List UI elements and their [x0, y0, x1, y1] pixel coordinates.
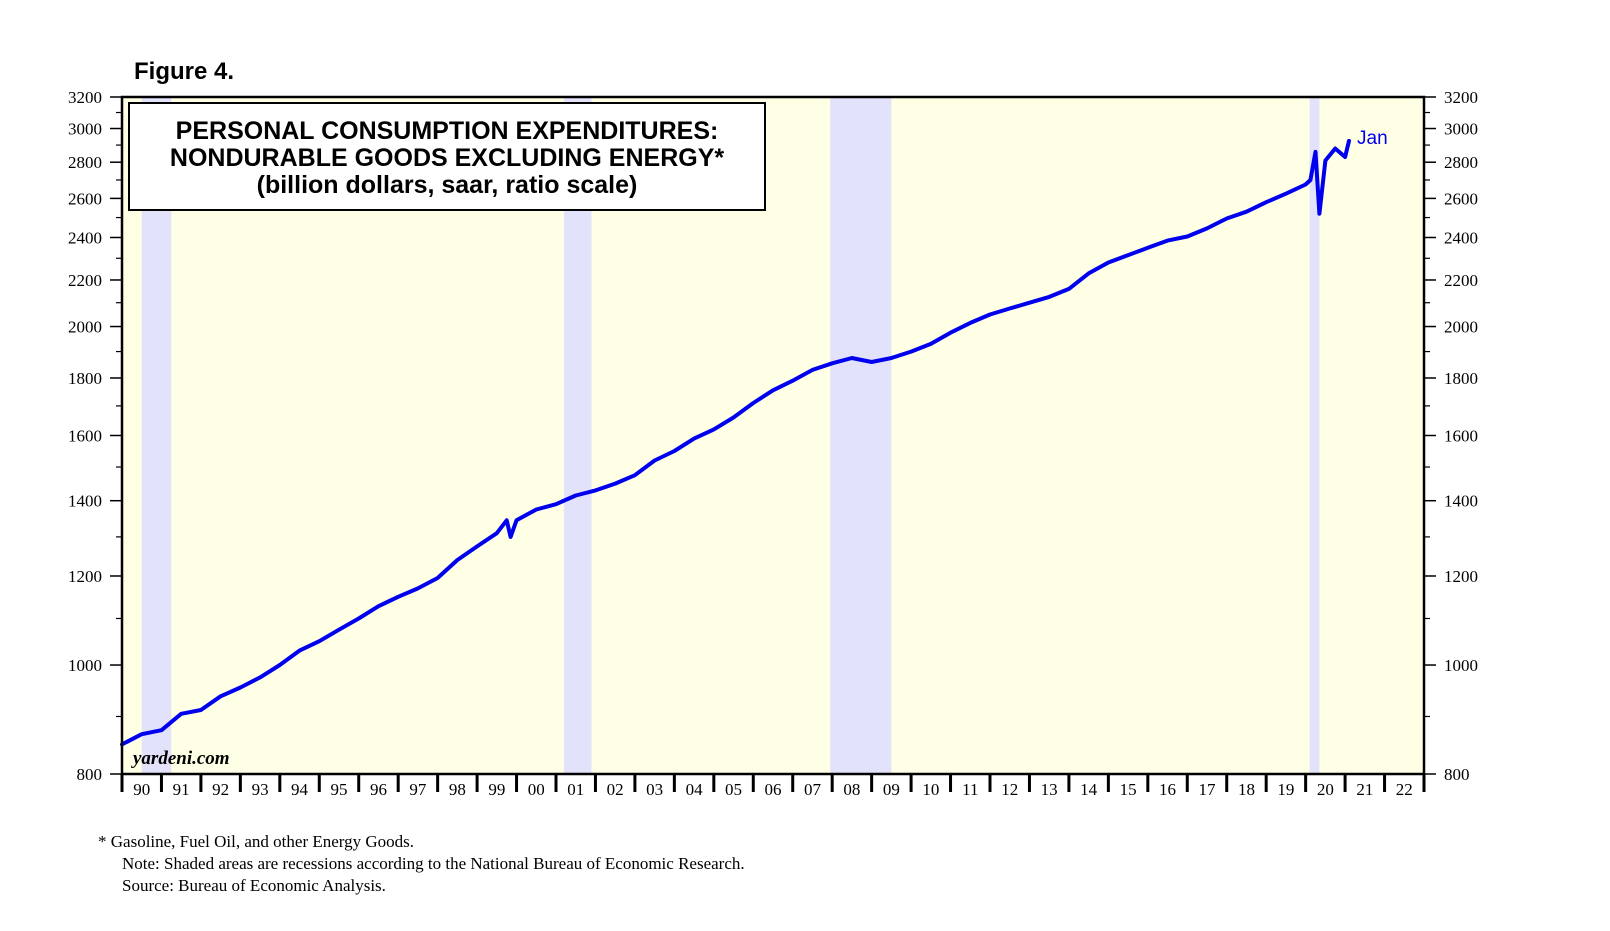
y-tick-label-right: 3200 [1444, 88, 1478, 107]
y-axis-left: 800 1000 1200 1400 1600 1800 2000 2200 2400 2600 2… [68, 88, 102, 784]
credit-label: yardeni.com [131, 748, 230, 769]
x-tick-label: 90 [133, 780, 150, 799]
plot-area: PERSONAL CONSUMPTION EXPENDITURES: NONDU… [110, 95, 1436, 792]
x-tick-label: 95 [331, 780, 348, 799]
y-tick-label-right: 2000 [1444, 318, 1478, 337]
y-tick-label-left: 2200 [68, 271, 102, 290]
figure-label: Figure 4. [134, 58, 234, 85]
y-tick-label-left: 3000 [68, 120, 102, 139]
x-tick-label: 11 [962, 780, 978, 799]
y-tick-label-left: 1400 [68, 492, 102, 511]
recession-band-4 [1309, 97, 1320, 774]
x-tick-label: 00 [528, 780, 545, 799]
y-tick-label-right: 1000 [1444, 656, 1478, 675]
x-tick-label: 92 [212, 780, 229, 799]
y-tick-label-left: 1600 [68, 427, 102, 446]
x-tick-label: 97 [409, 780, 427, 799]
y-axis-right: 800 1000 1200 1400 1600 1800 2000 2200 2400 2600 2… [1444, 88, 1478, 784]
y-tick-label-right: 2600 [1444, 189, 1478, 208]
x-tick-label: 99 [488, 780, 505, 799]
series-line-1 [120, 138, 1351, 747]
y-tick-label-left: 1200 [68, 567, 102, 586]
y-tick-label-right: 2400 [1444, 228, 1478, 247]
plot-frame [120, 95, 1426, 776]
footnote-source: Source: Bureau of Economic Analysis. [122, 876, 386, 895]
x-axis: 90 91 92 93 94 95 96 97 98 99 00 01 02 03 04 05 06 07 08 09… [133, 780, 1413, 799]
x-tick-label: 06 [765, 780, 782, 799]
series-end-label: Jan [1357, 128, 1388, 149]
y-tick-label-left: 2000 [68, 318, 102, 337]
y-tick-label-left: 800 [77, 765, 103, 784]
footnote-energy: * Gasoline, Fuel Oil, and other Energy G… [98, 832, 414, 851]
y-tick-label-left: 1800 [68, 369, 102, 388]
y-tick-label-right: 2800 [1444, 153, 1478, 172]
x-tick-label: 05 [725, 780, 742, 799]
x-tick-label: 01 [567, 780, 584, 799]
x-tick-label: 17 [1199, 780, 1217, 799]
x-tick-label: 18 [1238, 780, 1255, 799]
x-tick-label: 15 [1120, 780, 1137, 799]
y-tick-label-left: 1000 [68, 656, 102, 675]
x-tick-label: 98 [449, 780, 466, 799]
x-tick-label: 96 [370, 780, 387, 799]
series-layer: Jan [120, 128, 1388, 747]
title-line-3: (billion dollars, saar, ratio scale) [257, 171, 638, 199]
x-tick-label: 13 [1041, 780, 1058, 799]
footnotes: * Gasoline, Fuel Oil, and other Energy G… [98, 832, 745, 895]
x-tick-label: 09 [883, 780, 900, 799]
x-tick-label: 02 [607, 780, 624, 799]
y-tick-label-left: 2400 [68, 228, 102, 247]
x-tick-label: 21 [1356, 780, 1373, 799]
x-tick-label: 10 [922, 780, 939, 799]
x-tick-label: 14 [1080, 780, 1098, 799]
x-tick-label: 20 [1317, 780, 1334, 799]
title-box: PERSONAL CONSUMPTION EXPENDITURES: NONDU… [128, 102, 766, 211]
x-tick-label: 19 [1277, 780, 1294, 799]
recession-band-3 [830, 97, 892, 774]
y-tick-label-right: 800 [1444, 765, 1470, 784]
title-box-frame [128, 102, 766, 211]
x-tick-label: 12 [1001, 780, 1018, 799]
title-line-1: PERSONAL CONSUMPTION EXPENDITURES: [176, 117, 719, 145]
x-tick-label: 22 [1396, 780, 1413, 799]
y-tick-label-right: 1200 [1444, 567, 1478, 586]
axis-ticks [110, 96, 1436, 792]
y-tick-label-right: 1600 [1444, 427, 1478, 446]
y-tick-label-right: 2200 [1444, 271, 1478, 290]
x-tick-label: 93 [252, 780, 269, 799]
x-tick-label: 16 [1159, 780, 1176, 799]
footnote-recession-note: Note: Shaded areas are recessions accord… [122, 854, 745, 873]
x-tick-label: 04 [686, 780, 704, 799]
y-tick-label-right: 1800 [1444, 369, 1478, 388]
x-tick-label: 03 [646, 780, 663, 799]
y-tick-label-left: 2600 [68, 189, 102, 208]
x-tick-label: 91 [173, 780, 190, 799]
y-tick-label-left: 2800 [68, 153, 102, 172]
y-tick-label-right: 3000 [1444, 120, 1478, 139]
y-tick-label-right: 1400 [1444, 492, 1478, 511]
x-tick-label: 94 [291, 780, 309, 799]
x-tick-label: 07 [804, 780, 822, 799]
x-tick-label: 08 [843, 780, 860, 799]
y-tick-label-left: 3200 [68, 88, 102, 107]
title-line-2: NONDURABLE GOODS EXCLUDING ENERGY* [170, 144, 724, 172]
